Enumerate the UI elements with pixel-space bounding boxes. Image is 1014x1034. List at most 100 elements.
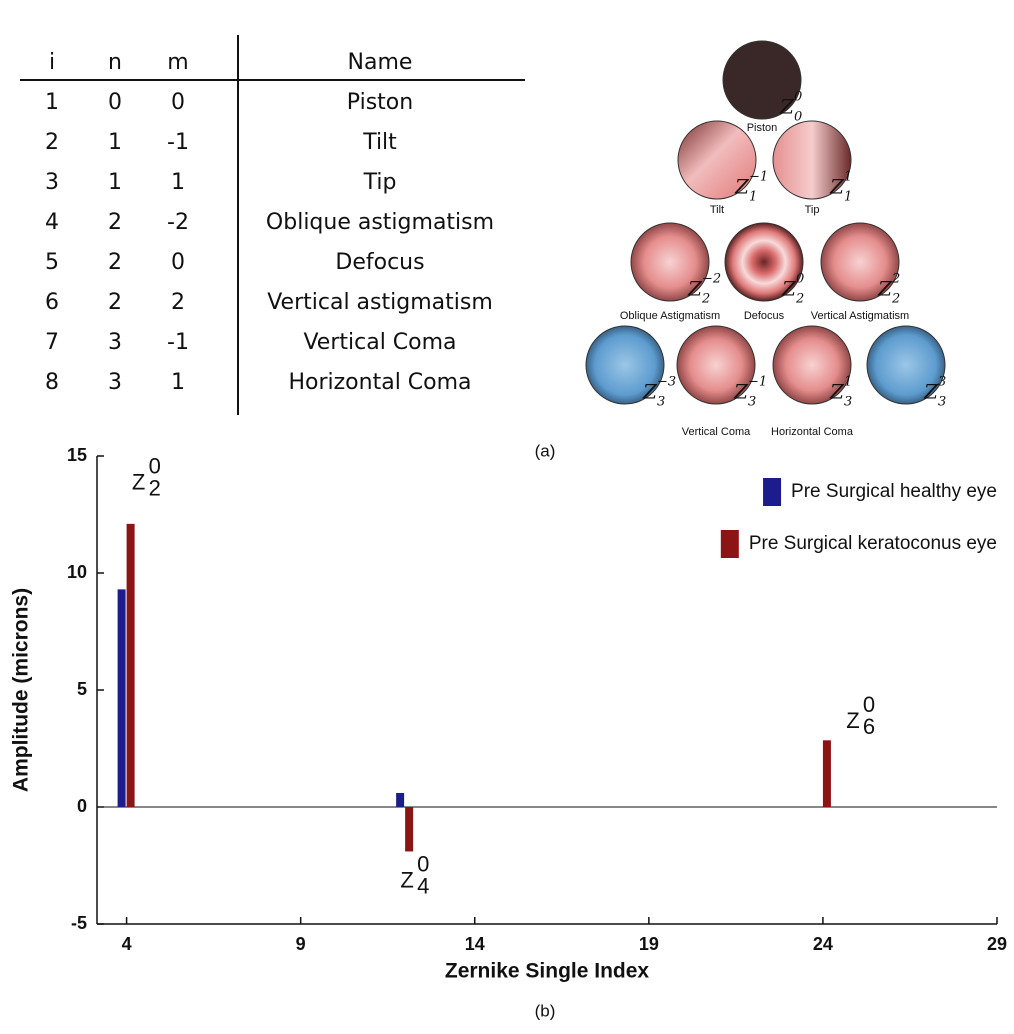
table-header: n <box>108 50 122 75</box>
point-label-sub: 4 <box>417 873 429 898</box>
table-cell: 4 <box>45 210 59 235</box>
table-cell: 1 <box>108 170 122 195</box>
point-label-sub: 6 <box>863 714 875 739</box>
zernike-symbol: Z <box>829 175 845 199</box>
x-tick-label: 19 <box>639 934 659 954</box>
zernike-symbol: Z <box>829 380 845 404</box>
table-cell: 6 <box>45 290 59 315</box>
table-cell: 1 <box>45 90 59 115</box>
zernike-symbol: Z <box>779 95 795 119</box>
x-tick-label: 4 <box>122 934 132 954</box>
caption: (b) <box>535 1001 556 1020</box>
x-tick-label: 29 <box>987 934 1007 954</box>
y-axis-label: Amplitude (microns) <box>10 588 33 792</box>
point-label-base: Z <box>132 470 145 495</box>
bar <box>118 589 126 807</box>
zernike-label: Horizontal Coma <box>771 426 854 438</box>
bar <box>823 740 831 807</box>
table-cell: 7 <box>45 330 59 355</box>
y-tick-label: -5 <box>71 913 87 933</box>
zernike-symbol: Z <box>734 175 750 199</box>
zernike-label: Tilt <box>710 204 724 216</box>
table-cell: Tip <box>363 170 397 195</box>
zernike-label: Vertical Astigmatism <box>811 310 909 322</box>
zernike-n: 3 <box>938 395 946 410</box>
zernike-m: 3 <box>938 375 946 390</box>
zernike-symbol: Z <box>877 277 893 301</box>
table-cell: 2 <box>108 290 122 315</box>
zernike-n: 2 <box>891 292 900 307</box>
table-cell: 3 <box>108 330 122 355</box>
zernike-symbol: Z <box>923 380 939 404</box>
table-cell: Horizontal Coma <box>288 370 471 395</box>
zernike-n: 2 <box>795 292 804 307</box>
y-tick-label: 15 <box>67 445 87 465</box>
zernike-label: Oblique Astigmatism <box>620 310 720 322</box>
zernike-m: 2 <box>891 272 900 287</box>
figure: inmName100Piston21-1Tilt311Tip42-2Obliqu… <box>0 0 1014 1030</box>
zernike-label: Tip <box>805 204 820 216</box>
table-cell: 1 <box>108 130 122 155</box>
x-tick-label: 24 <box>813 934 833 954</box>
bar <box>405 807 413 851</box>
table-cell: 0 <box>171 250 185 275</box>
table-cell: 1 <box>171 370 185 395</box>
table-cell: 2 <box>171 290 185 315</box>
table-cell: -1 <box>167 130 189 155</box>
y-tick-label: 5 <box>77 679 87 699</box>
point-label-base: Z <box>400 867 413 892</box>
zernike-label: Vertical Coma <box>682 426 751 438</box>
table-cell: Piston <box>347 90 413 115</box>
zernike-symbol: Z <box>733 380 749 404</box>
table-cell: Vertical astigmatism <box>267 290 493 315</box>
zernike-n: 3 <box>657 395 665 410</box>
table-cell: Vertical Coma <box>303 330 456 355</box>
table-cell: Defocus <box>335 250 424 275</box>
table-header: Name <box>348 50 413 75</box>
zernike-m: −1 <box>749 170 768 185</box>
zernike-m: 1 <box>844 375 852 390</box>
zernike-n: 3 <box>844 395 852 410</box>
x-axis-label: Zernike Single Index <box>445 960 650 983</box>
zernike-m: −3 <box>657 375 676 390</box>
y-tick-label: 0 <box>77 796 87 816</box>
table-cell: -2 <box>167 210 189 235</box>
table-header: i <box>49 50 55 75</box>
zernike-label: Defocus <box>744 310 785 322</box>
table-cell: 5 <box>45 250 59 275</box>
table-header: m <box>167 50 188 75</box>
x-tick-label: 14 <box>465 934 485 954</box>
table-cell: Tilt <box>362 130 397 155</box>
point-label-base: Z <box>846 708 859 733</box>
table-cell: 2 <box>45 130 59 155</box>
table-cell: 3 <box>108 370 122 395</box>
zernike-symbol: Z <box>781 277 797 301</box>
table-cell: -1 <box>167 330 189 355</box>
zernike-label: Piston <box>747 122 778 134</box>
legend-label: Pre Surgical keratoconus eye <box>749 533 997 554</box>
bar <box>127 524 135 807</box>
legend-swatch <box>721 530 739 558</box>
zernike-m: 0 <box>794 90 802 105</box>
zernike-symbol: Z <box>642 380 658 404</box>
table-cell: 1 <box>171 170 185 195</box>
zernike-m: 0 <box>796 272 804 287</box>
zernike-n: 1 <box>844 190 852 205</box>
legend-swatch <box>763 478 781 506</box>
zernike-n: 3 <box>748 395 756 410</box>
bar <box>396 793 404 807</box>
zernike-n: 1 <box>749 190 757 205</box>
x-tick-label: 9 <box>296 934 306 954</box>
zernike-n: 2 <box>701 292 710 307</box>
point-label-sub: 2 <box>149 476 161 501</box>
table-cell: 8 <box>45 370 59 395</box>
caption: (a) <box>535 441 556 460</box>
table-cell: Oblique astigmatism <box>266 210 494 235</box>
table-cell: 3 <box>45 170 59 195</box>
y-tick-label: 10 <box>67 562 87 582</box>
zernike-m: −2 <box>702 272 721 287</box>
zernike-m: 1 <box>844 170 852 185</box>
